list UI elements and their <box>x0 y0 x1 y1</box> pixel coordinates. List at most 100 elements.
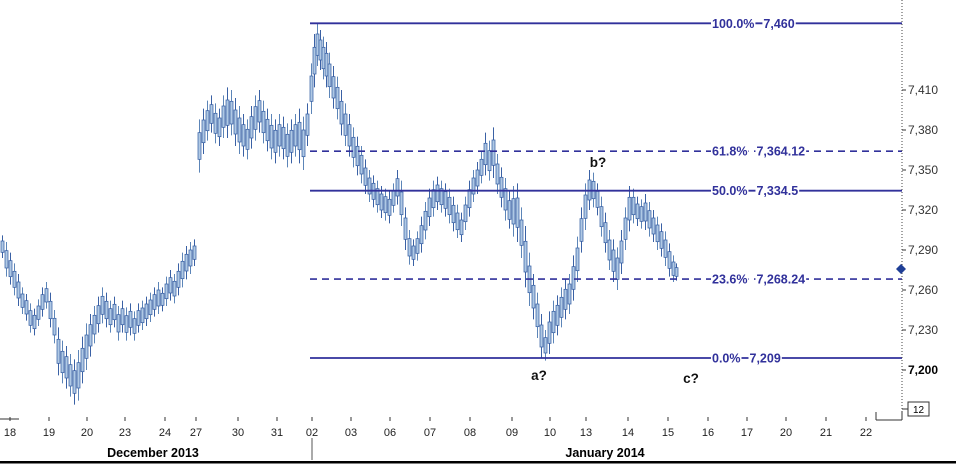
fib-label-bg <box>762 16 796 31</box>
price-bar-body <box>359 154 364 175</box>
fib-label-bg <box>711 272 749 287</box>
fib-label-value: 7,460 <box>763 17 794 31</box>
fib-label-value: 7,364.12 <box>756 145 805 159</box>
price-bar-body <box>635 203 640 220</box>
fib-label-bg <box>711 351 742 366</box>
price-bar-body <box>312 46 317 75</box>
price-bar-body <box>431 189 436 209</box>
price-label: 7,260 <box>908 283 938 297</box>
price-bar-body <box>407 238 412 257</box>
price-bar-body <box>551 310 556 334</box>
price-bar-body <box>28 310 33 326</box>
date-label: 03 <box>345 427 357 439</box>
fib-label-bg <box>755 184 800 199</box>
price-bar-body <box>100 295 105 315</box>
date-label: 27 <box>190 427 202 439</box>
price-label: 7,230 <box>908 323 938 337</box>
fib-label-pct: 0.0% <box>712 352 741 366</box>
price-bar-body <box>503 188 508 211</box>
price-bar-body <box>423 210 428 231</box>
price-bar-body <box>443 191 448 209</box>
price-bar-body <box>108 308 113 326</box>
price-bar-body <box>674 267 679 277</box>
price-bar-body <box>611 249 616 272</box>
price-bar-body <box>523 240 528 273</box>
price-bar-body <box>257 100 262 123</box>
price-bar-body <box>355 145 360 167</box>
price-bar-body <box>318 39 323 61</box>
price-bar-body <box>324 52 329 77</box>
price-bar-body <box>603 222 608 244</box>
price-bar-body <box>213 112 218 134</box>
period-box-label: 12 <box>913 405 925 416</box>
fib-label-bg <box>755 272 807 287</box>
price-bar-body <box>281 126 286 150</box>
price-bar-body <box>112 303 117 321</box>
price-bar-body <box>419 225 424 245</box>
price-bar-body <box>351 136 356 158</box>
price-bar-body <box>483 142 488 166</box>
price-bar-body <box>192 245 197 260</box>
price-bar-body <box>435 184 440 203</box>
price-bar-body <box>655 224 660 243</box>
price-bar-body <box>387 198 392 216</box>
price-bar-body <box>285 133 290 157</box>
price-label: 7,320 <box>908 203 938 217</box>
price-bar-body <box>48 300 53 320</box>
price-bar-body <box>471 177 476 195</box>
price-bar-body <box>667 251 672 269</box>
price-bar-body <box>225 99 230 126</box>
price-bar-body <box>451 204 456 224</box>
price-bar-body <box>547 321 552 344</box>
price-bar-body <box>499 176 504 198</box>
date-label: 23 <box>119 427 131 439</box>
price-bar-body <box>383 196 388 214</box>
price-bar-body <box>327 63 332 88</box>
price-bar-body <box>367 177 372 195</box>
price-bar-body <box>128 310 133 328</box>
price-bar-body <box>72 370 77 394</box>
price-bar-body <box>543 337 548 354</box>
price-label: 7,200 <box>908 363 938 377</box>
price-bar-body <box>347 124 352 147</box>
price-bar-body <box>253 106 258 130</box>
price-label: 7,410 <box>908 83 938 97</box>
price-label: 7,350 <box>908 163 938 177</box>
price-bar-body <box>140 307 145 324</box>
fib-label-pct: 61.8% <box>712 145 747 159</box>
price-bar-body <box>4 250 9 269</box>
fib-label-value: 7,209 <box>750 352 781 366</box>
price-bar-body <box>180 260 185 280</box>
price-bar-body <box>607 239 612 261</box>
date-label: 02 <box>306 427 318 439</box>
price-bar-body <box>20 293 25 308</box>
price-bar-body <box>32 314 37 330</box>
fib-label-value: 7,268.24 <box>756 273 805 287</box>
price-bar-body <box>659 231 664 249</box>
price-bar-body <box>411 245 416 260</box>
price-bar-body <box>293 124 298 147</box>
last-price-diamond-icon <box>896 264 906 274</box>
price-bar-body <box>156 289 161 307</box>
fib-label-bg <box>711 16 756 31</box>
date-label: 09 <box>506 427 518 439</box>
date-label: 19 <box>43 427 55 439</box>
date-label: 13 <box>580 427 592 439</box>
price-bar-body <box>491 139 496 166</box>
price-bar-body <box>104 300 109 320</box>
price-bar-body <box>563 288 568 310</box>
price-bar-body <box>84 334 89 359</box>
date-label: 06 <box>384 427 396 439</box>
price-bar-body <box>671 261 676 276</box>
date-label: 07 <box>424 427 436 439</box>
fib-label-pct: 50.0% <box>712 184 747 198</box>
price-bar-body <box>571 266 576 290</box>
price-bar-body <box>595 190 600 208</box>
price-bar-body <box>120 308 125 326</box>
price-bar-body <box>8 260 13 278</box>
price-bar-body <box>455 212 460 231</box>
price-bar-body <box>615 257 620 280</box>
